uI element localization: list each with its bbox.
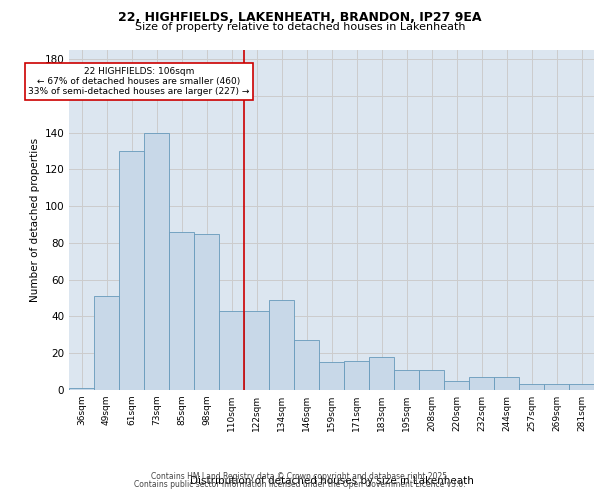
Bar	[544, 384, 569, 390]
Bar	[69, 388, 94, 390]
Text: Contains HM Land Registry data © Crown copyright and database right 2025.: Contains HM Land Registry data © Crown c…	[151, 472, 449, 481]
Bar	[469, 377, 494, 390]
Bar	[194, 234, 219, 390]
Text: Contains public sector information licensed under the Open Government Licence v3: Contains public sector information licen…	[134, 480, 466, 489]
Text: 22, HIGHFIELDS, LAKENHEATH, BRANDON, IP27 9EA: 22, HIGHFIELDS, LAKENHEATH, BRANDON, IP2…	[118, 11, 482, 24]
Bar	[569, 384, 594, 390]
Bar	[319, 362, 344, 390]
Bar	[494, 377, 519, 390]
Bar	[244, 311, 269, 390]
Bar	[344, 360, 369, 390]
Bar	[444, 381, 469, 390]
Bar	[519, 384, 544, 390]
Bar	[269, 300, 294, 390]
Text: Size of property relative to detached houses in Lakenheath: Size of property relative to detached ho…	[135, 22, 465, 32]
Bar	[394, 370, 419, 390]
Bar	[419, 370, 444, 390]
Bar	[294, 340, 319, 390]
Bar	[369, 357, 394, 390]
Y-axis label: Number of detached properties: Number of detached properties	[30, 138, 40, 302]
X-axis label: Distribution of detached houses by size in Lakenheath: Distribution of detached houses by size …	[190, 476, 473, 486]
Bar	[219, 311, 244, 390]
Bar	[94, 296, 119, 390]
Text: 22 HIGHFIELDS: 106sqm
← 67% of detached houses are smaller (460)
33% of semi-det: 22 HIGHFIELDS: 106sqm ← 67% of detached …	[28, 66, 250, 96]
Bar	[169, 232, 194, 390]
Bar	[144, 132, 169, 390]
Bar	[119, 151, 144, 390]
